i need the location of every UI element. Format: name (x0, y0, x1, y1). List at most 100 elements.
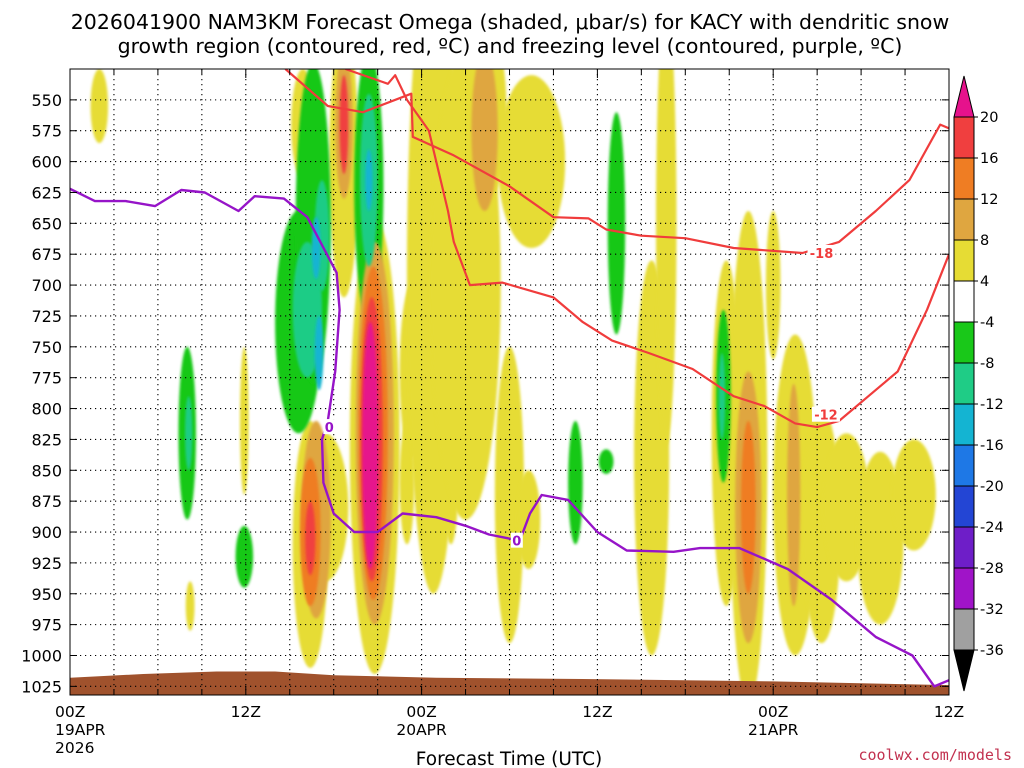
x-tick-label: 12Z (934, 703, 964, 721)
x-tick-date: 19APR (55, 721, 106, 739)
colorbar-swatch (953, 526, 975, 569)
omega-region (239, 346, 249, 495)
y-tick-label: 1025 (21, 677, 62, 696)
colorbar-top-arrow (953, 75, 975, 118)
y-tick-label: 650 (31, 214, 62, 233)
x-tick-label: 12Z (231, 703, 261, 721)
omega-region (311, 217, 321, 279)
colorbar: 20 16 12 8 4 -4 -8 -12 -16 -20 -24 -28 -32 -36 (953, 75, 1004, 692)
y-tick-label: 950 (31, 585, 62, 604)
freezing-level-label: 0 (325, 421, 334, 436)
y-tick-label: 825 (31, 430, 62, 449)
colorbar-swatch (953, 239, 975, 282)
freezing-label-background (510, 532, 523, 548)
y-tick-label: 575 (31, 122, 62, 141)
y-tick-label: 550 (31, 91, 62, 110)
x-tick-date: 21APR (748, 721, 799, 739)
omega-region (856, 451, 904, 625)
colorbar-label: -28 (980, 561, 1004, 577)
colorbar-label: 12 (980, 192, 998, 208)
y-axis: 550 575 600 625 650 675 700 725 750 775 800 825 850 8… (21, 91, 949, 696)
colorbar-label: -24 (980, 520, 1004, 536)
colorbar-label: -32 (980, 602, 1004, 618)
colorbar-swatch (953, 444, 975, 487)
colorbar-swatch (953, 485, 975, 528)
contour-layer: -18 -12 0 0 (70, 69, 949, 688)
y-tick-label: 600 (31, 153, 62, 172)
freezing-label-background (323, 419, 336, 435)
dgz-contour-line (284, 69, 949, 255)
colorbar-label: -36 (980, 643, 1004, 659)
dgz-label-background (807, 244, 836, 260)
x-tick-label: 12Z (582, 703, 612, 721)
dgz-label-background (811, 406, 840, 422)
x-tick-label: 00Z (55, 703, 85, 721)
omega-region (607, 112, 626, 335)
y-tick-label: 925 (31, 554, 62, 573)
y-tick-label: 975 (31, 616, 62, 635)
colorbar-label: -8 (980, 356, 994, 372)
omega-region (305, 501, 316, 576)
omega-region (718, 352, 726, 440)
colorbar-swatch (953, 116, 975, 159)
credit-text[interactable]: coolwx.com/models (858, 746, 1012, 764)
omega-region (598, 449, 614, 474)
omega-region (891, 439, 936, 551)
y-tick-label: 725 (31, 307, 62, 326)
y-tick-label: 1000 (21, 646, 62, 665)
x-tick-label: 00Z (406, 703, 436, 721)
omega-region (656, 69, 677, 446)
omega-region (339, 75, 349, 174)
x-tick-year: 2026 (55, 739, 94, 757)
y-tick-label: 800 (31, 400, 62, 419)
colorbar-swatch (953, 362, 975, 405)
colorbar-label: 8 (980, 233, 989, 249)
y-tick-label: 675 (31, 245, 62, 264)
colorbar-swatch (953, 321, 975, 364)
chart-title-line-1: 2026041900 NAM3KM Forecast Omega (shaded… (71, 10, 950, 34)
omega-region (314, 315, 324, 391)
freezing-level-line (70, 187, 949, 688)
colorbar-label: 20 (980, 110, 998, 126)
omega-region (365, 149, 373, 211)
y-tick-label: 700 (31, 276, 62, 295)
colorbar-swatch (953, 608, 975, 651)
dgz-contour-line (345, 69, 949, 429)
y-tick-label: 775 (31, 369, 62, 388)
colorbar-swatch (953, 403, 975, 446)
colorbar-bottom-arrow (953, 649, 975, 692)
y-tick-label: 750 (31, 338, 62, 357)
omega-shading-layer (90, 69, 936, 695)
omega-region (185, 396, 193, 471)
omega-region (235, 525, 254, 588)
colorbar-swatch (953, 280, 975, 323)
dgz-contour-label: -18 (810, 247, 834, 262)
chart-title-line-2: growth region (contoured, red, ºC) and f… (118, 34, 903, 58)
omega-region (185, 581, 195, 631)
omega-region (362, 322, 379, 570)
colorbar-swatch (953, 198, 975, 241)
colorbar-label: 16 (980, 151, 998, 167)
plot-area: -18 -12 0 0 (70, 69, 949, 695)
y-tick-label: 625 (31, 183, 62, 202)
y-tick-label: 850 (31, 461, 62, 480)
omega-region (90, 69, 109, 144)
x-tick-date: 20APR (396, 721, 447, 739)
colorbar-label: -20 (980, 479, 1004, 495)
dgz-contour-label: -12 (814, 409, 838, 424)
colorbar-swatch (953, 567, 975, 610)
y-tick-label: 900 (31, 523, 62, 542)
colorbar-swatch (953, 157, 975, 200)
omega-region (740, 420, 756, 594)
colorbar-label: -12 (980, 397, 1004, 413)
freezing-level-label: 0 (512, 535, 521, 550)
x-tick-label: 00Z (758, 703, 788, 721)
x-axis-title: Forecast Time (UTC) (416, 749, 602, 768)
omega-region (497, 75, 566, 249)
colorbar-label: -16 (980, 438, 1004, 454)
colorbar-label: 4 (980, 274, 989, 290)
y-tick-label: 875 (31, 492, 62, 511)
colorbar-label: -4 (980, 315, 994, 331)
